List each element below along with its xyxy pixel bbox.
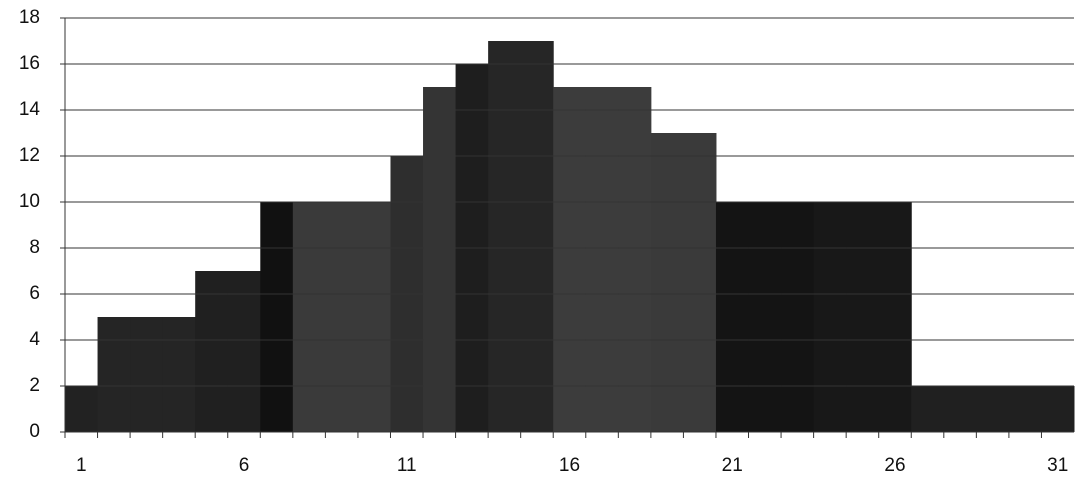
bar	[944, 386, 977, 432]
x-tick-label: 26	[884, 455, 905, 476]
x-tick-label: 1	[76, 455, 87, 476]
chart: 024681012141618161116212631	[0, 0, 1080, 478]
bar	[65, 386, 98, 432]
x-tick-label: 6	[239, 455, 250, 476]
bar	[260, 202, 293, 432]
y-tick-label: 14	[19, 99, 41, 120]
bar	[228, 271, 261, 432]
bar	[651, 133, 684, 432]
y-tick-label: 18	[19, 7, 40, 28]
bar	[293, 202, 326, 432]
bar	[98, 317, 131, 432]
bar	[618, 87, 651, 432]
bar	[814, 202, 847, 432]
x-tick-label: 16	[559, 455, 580, 476]
bar	[423, 87, 456, 432]
bar	[976, 386, 1009, 432]
bar	[781, 202, 814, 432]
bar	[586, 87, 619, 432]
bar	[879, 202, 912, 432]
x-tick-label: 21	[722, 455, 743, 476]
bar	[911, 386, 944, 432]
bar	[488, 41, 521, 432]
y-tick-label: 8	[29, 237, 40, 258]
bar	[130, 317, 163, 432]
bar	[1009, 386, 1042, 432]
bar	[683, 133, 716, 432]
x-tick-label: 31	[1047, 455, 1068, 476]
y-tick-label: 12	[19, 145, 40, 166]
y-tick-label: 2	[29, 375, 40, 396]
bar	[325, 202, 358, 432]
y-tick-label: 10	[19, 191, 40, 212]
y-tick-label: 0	[29, 421, 40, 442]
bar	[749, 202, 782, 432]
bar	[358, 202, 391, 432]
bar	[1041, 386, 1074, 432]
bar	[716, 202, 749, 432]
bar	[553, 87, 586, 432]
bar	[846, 202, 879, 432]
y-tick-label: 4	[29, 329, 40, 350]
bar	[195, 271, 228, 432]
y-tick-label: 6	[29, 283, 40, 304]
bar	[521, 41, 554, 432]
x-tick-label: 11	[397, 455, 417, 476]
y-tick-label: 16	[19, 53, 40, 74]
bar	[163, 317, 196, 432]
